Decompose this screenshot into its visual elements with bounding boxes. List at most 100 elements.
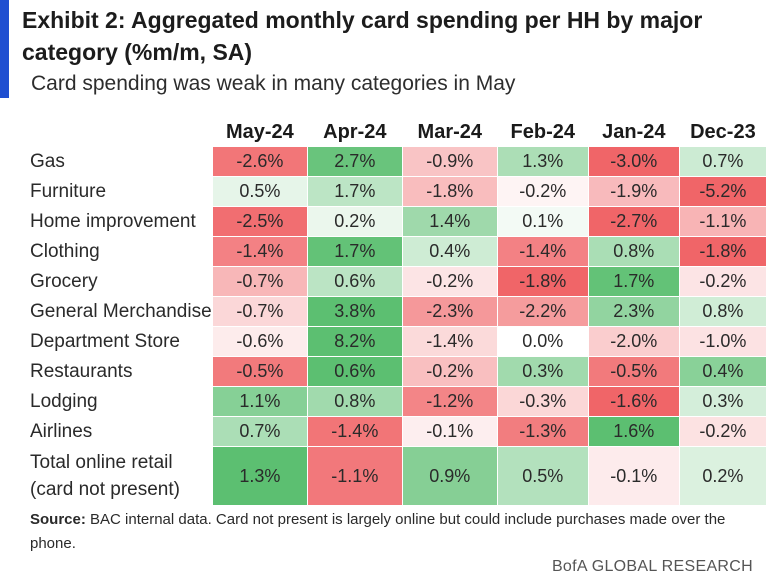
- heatmap-cell: 8.2%: [306, 326, 403, 357]
- table-row: Airlines 0.7% -1.4% -0.1% -1.3% 1.6% -0.2%: [30, 416, 767, 447]
- heatmap-cell: -2.0%: [587, 326, 680, 357]
- table-row: Gas -2.6% 2.7% -0.9% 1.3% -3.0% 0.7%: [30, 146, 767, 177]
- heatmap-cell: 1.7%: [306, 236, 403, 267]
- column-header: Jan-24: [602, 120, 666, 143]
- column-header-row: May-24 Apr-24 Mar-24 Feb-24 Jan-24 Dec-23: [30, 118, 767, 147]
- heatmap-cell: -1.1%: [678, 206, 767, 237]
- table-row: Clothing -1.4% 1.7% 0.4% -1.4% 0.8% -1.8%: [30, 236, 767, 267]
- row-label: Lodging: [30, 387, 212, 417]
- row-label: Home improvement: [30, 207, 212, 237]
- heatmap-cell: -1.3%: [496, 416, 589, 447]
- table-row: General Merchandise -0.7% 3.8% -2.3% -2.2% 2.…: [30, 296, 767, 327]
- row-label-line: Lodging: [30, 390, 98, 412]
- heatmap-cell: -0.3%: [496, 386, 589, 417]
- column-header: Dec-23: [690, 120, 756, 143]
- row-label: Clothing: [30, 237, 212, 267]
- table-row: Furniture 0.5% 1.7% -1.8% -0.2% -1.9% -5.2%: [30, 176, 767, 207]
- column-header: Feb-24: [510, 120, 575, 143]
- heatmap-cell: -1.4%: [211, 236, 308, 267]
- heatmap-cell: -0.2%: [678, 266, 767, 297]
- table-row: Home improvement -2.5% 0.2% 1.4% 0.1% -2.7% -1…: [30, 206, 767, 237]
- row-label-line: Furniture: [30, 180, 107, 202]
- heatmap-cell: -0.2%: [401, 356, 498, 387]
- heatmap-cell: 0.8%: [306, 386, 403, 417]
- heatmap-cell: 0.0%: [496, 326, 589, 357]
- heatmap-cell: -1.2%: [401, 386, 498, 417]
- heatmap-cell: 0.1%: [496, 206, 589, 237]
- chart-title: Exhibit 2: Aggregated monthly card spend…: [22, 7, 703, 65]
- table-row: Grocery -0.7% 0.6% -0.2% -1.8% 1.7% -0.2%: [30, 266, 767, 297]
- heatmap-cell: -1.8%: [678, 236, 767, 267]
- row-label: Restaurants: [30, 357, 212, 387]
- row-label-line: Gas: [30, 150, 65, 172]
- corner-cell: [30, 118, 212, 147]
- heatmap-cell: 0.2%: [306, 206, 403, 237]
- heatmap-cell: -0.2%: [401, 266, 498, 297]
- row-label: Furniture: [30, 177, 212, 207]
- table-row: Department Store -0.6% 8.2% -1.4% 0.0% -2.0% -…: [30, 326, 767, 357]
- heatmap-cell: -0.7%: [211, 266, 308, 297]
- table-row: Lodging 1.1% 0.8% -1.2% -0.3% -1.6% 0.3%: [30, 386, 767, 417]
- heatmap-cell: 0.4%: [678, 356, 767, 387]
- heatmap-table: May-24 Apr-24 Mar-24 Feb-24 Jan-24 Dec-23 Gas…: [30, 118, 767, 506]
- heatmap-cell: -0.1%: [587, 446, 680, 506]
- heatmap-cell: 0.3%: [678, 386, 767, 417]
- heatmap-cell: -2.2%: [496, 296, 589, 327]
- source-label: Source:: [30, 511, 86, 528]
- row-label-line: Department Store: [30, 330, 180, 352]
- heatmap-cell: 0.6%: [306, 356, 403, 387]
- heatmap-cell: 1.4%: [401, 206, 498, 237]
- heatmap-cell: -2.3%: [401, 296, 498, 327]
- row-label-line: Clothing: [30, 240, 100, 262]
- heatmap-cell: -2.6%: [211, 146, 308, 177]
- heatmap-cell: 2.3%: [587, 296, 680, 327]
- table-body: Gas -2.6% 2.7% -0.9% 1.3% -3.0% 0.7% Furniture 0…: [30, 146, 767, 506]
- row-label-line: (card not present): [30, 479, 180, 500]
- row-label: General Merchandise: [30, 297, 212, 327]
- heatmap-cell: 0.4%: [401, 236, 498, 267]
- heatmap-cell: -0.2%: [678, 416, 767, 447]
- heatmap-cell: 0.7%: [211, 416, 308, 447]
- heatmap-cell: 0.9%: [401, 446, 498, 506]
- column-header: Apr-24: [323, 120, 387, 143]
- heatmap-cell: 1.7%: [306, 176, 403, 207]
- row-label: Department Store: [30, 327, 212, 357]
- row-label-line: Total online retail: [30, 452, 173, 473]
- row-label: Gas: [30, 147, 212, 177]
- row-label: Total online retail (card not present): [30, 447, 212, 506]
- heatmap-cell: -0.5%: [211, 356, 308, 387]
- table-row: Total online retail (card not present) 1.3…: [30, 446, 767, 506]
- heatmap-cell: 0.3%: [496, 356, 589, 387]
- column-header: May-24: [225, 120, 294, 143]
- table-row: Restaurants -0.5% 0.6% -0.2% 0.3% -0.5% 0.4%: [30, 356, 767, 387]
- row-label-line: Grocery: [30, 270, 98, 292]
- heatmap-cell: -3.0%: [587, 146, 680, 177]
- heatmap-cell: 0.8%: [678, 296, 767, 327]
- heatmap-cell: 3.8%: [306, 296, 403, 327]
- row-label-line: Airlines: [30, 420, 93, 442]
- brand-footer: BofA GLOBAL RESEARCH: [551, 558, 753, 575]
- source-note: Source: BAC internal data. Card not pres…: [30, 508, 750, 556]
- heatmap-cell: -1.4%: [496, 236, 589, 267]
- heatmap-cell: -0.2%: [496, 176, 589, 207]
- heatmap-cell: -0.7%: [211, 296, 308, 327]
- accent-bar: [0, 0, 9, 98]
- heatmap-cell: -0.6%: [211, 326, 308, 357]
- source-text: BAC internal data. Card not present is l…: [30, 511, 726, 552]
- row-label: Grocery: [30, 267, 212, 297]
- heatmap-cell: -1.0%: [678, 326, 767, 357]
- heatmap-cell: 0.7%: [678, 146, 767, 177]
- heatmap-cell: -0.9%: [401, 146, 498, 177]
- row-label: Airlines: [30, 417, 212, 447]
- heatmap-cell: 2.7%: [306, 146, 403, 177]
- heatmap-cell: 0.5%: [496, 446, 589, 506]
- heatmap-cell: -1.4%: [401, 326, 498, 357]
- chart-subtitle: Card spending was weak in many categorie…: [31, 72, 516, 95]
- heatmap-cell: 0.2%: [678, 446, 767, 506]
- heatmap-cell: -5.2%: [678, 176, 767, 207]
- heatmap-cell: 0.8%: [587, 236, 680, 267]
- row-label-line: Restaurants: [30, 360, 133, 382]
- heatmap-cell: -2.7%: [587, 206, 680, 237]
- heatmap-cell: 1.7%: [587, 266, 680, 297]
- heatmap-cell: -1.6%: [587, 386, 680, 417]
